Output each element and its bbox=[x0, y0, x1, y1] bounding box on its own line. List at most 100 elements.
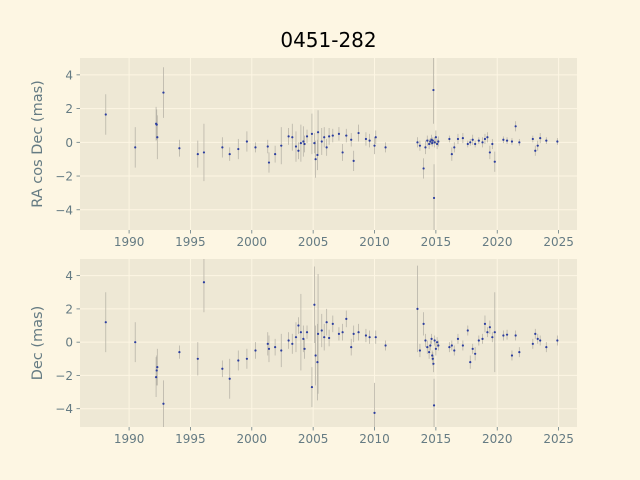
ra-data-point bbox=[305, 135, 309, 138]
dec-x-tick-label: 2010 bbox=[359, 432, 390, 446]
dec-x-tick-label: 1990 bbox=[114, 432, 145, 446]
dec-data-point bbox=[237, 359, 240, 362]
ra-data-point bbox=[297, 149, 300, 152]
ra-data-point bbox=[316, 153, 319, 157]
dec-data-point bbox=[450, 344, 453, 347]
dec-data-point bbox=[556, 339, 559, 342]
ra-data-point bbox=[314, 158, 317, 161]
ra-data-point bbox=[493, 160, 496, 163]
ra-data-point bbox=[428, 142, 431, 146]
dec-data-point bbox=[178, 351, 181, 354]
dec-data-point bbox=[437, 344, 440, 347]
ra-data-point bbox=[341, 151, 344, 154]
dec-data-point bbox=[287, 339, 290, 342]
dec-data-point bbox=[155, 369, 158, 372]
ra-x-tick-label: 1990 bbox=[114, 235, 145, 249]
ra-data-point bbox=[539, 136, 542, 140]
ra-data-point bbox=[345, 134, 348, 137]
dec-data-point bbox=[310, 385, 314, 389]
dec-y-tick-label: −2 bbox=[55, 369, 73, 383]
dec-x-tick-label: 1995 bbox=[175, 432, 206, 446]
ra-data-point bbox=[510, 140, 514, 143]
ra-data-point bbox=[429, 140, 432, 143]
ra-data-point bbox=[456, 137, 460, 141]
ra-data-point bbox=[202, 151, 206, 154]
dec-data-point bbox=[483, 322, 487, 325]
dec-data-point bbox=[531, 342, 534, 345]
dec-data-point bbox=[514, 334, 517, 337]
dec-data-point bbox=[436, 341, 439, 344]
ra-x-tick-label: 2010 bbox=[359, 235, 390, 249]
dec-data-point bbox=[416, 307, 419, 311]
dec-data-point bbox=[337, 332, 341, 335]
ra-data-point bbox=[337, 132, 341, 135]
dec-data-point bbox=[352, 332, 355, 335]
ra-data-point bbox=[303, 142, 306, 146]
ra-data-point bbox=[254, 146, 257, 149]
ra-data-point bbox=[364, 137, 368, 141]
ra-data-point bbox=[481, 141, 484, 144]
ra-data-point bbox=[433, 141, 436, 144]
dec-data-point bbox=[196, 357, 199, 360]
ra-data-point bbox=[466, 142, 469, 146]
dec-data-point bbox=[384, 344, 387, 347]
dec-x-tick-label: 2025 bbox=[543, 432, 574, 446]
dec-data-point bbox=[510, 354, 514, 357]
ra-data-point bbox=[434, 136, 437, 139]
dec-data-point bbox=[502, 334, 505, 337]
dec-y-axis-label: Dec (mas) bbox=[30, 306, 46, 381]
dec-data-point bbox=[431, 354, 434, 357]
ra-data-point bbox=[469, 141, 472, 144]
chart-title: 0451-282 bbox=[280, 28, 377, 52]
dec-data-point bbox=[291, 342, 294, 345]
dec-data-point bbox=[316, 332, 320, 335]
dec-data-point bbox=[518, 351, 521, 354]
dec-data-point bbox=[323, 336, 326, 339]
dec-panel: 1990 1995 2000 2005 2010 2015 2020 2025 −4 −2 0 2 4 D… bbox=[30, 259, 577, 446]
ra-y-tick-label: 4 bbox=[65, 68, 73, 82]
dec-y-tick-label: −4 bbox=[55, 402, 73, 416]
ra-data-point bbox=[502, 138, 505, 141]
dec-data-point bbox=[316, 361, 319, 364]
dec-data-point bbox=[491, 336, 494, 339]
dec-data-point bbox=[545, 346, 548, 349]
dec-y-tick-label: 0 bbox=[65, 336, 73, 350]
ra-data-point bbox=[162, 91, 165, 94]
ra-data-point bbox=[556, 140, 559, 143]
dec-data-point bbox=[456, 337, 460, 340]
dec-data-point bbox=[228, 377, 231, 380]
ra-panel: 1990 1995 2000 2005 2010 2015 2020 2025 −4 −2 0 2 4 R… bbox=[30, 58, 577, 249]
ra-data-point bbox=[474, 142, 477, 146]
ra-data-point bbox=[518, 141, 521, 144]
ra-data-point bbox=[486, 136, 489, 139]
ra-data-point bbox=[221, 146, 224, 149]
dec-data-point bbox=[345, 317, 348, 320]
dec-data-point bbox=[294, 336, 298, 339]
ra-data-point bbox=[461, 136, 464, 140]
dec-data-point bbox=[471, 347, 474, 350]
ra-data-point bbox=[384, 146, 387, 149]
ra-data-point bbox=[328, 135, 331, 138]
dec-data-point bbox=[357, 331, 360, 334]
dec-data-point bbox=[156, 366, 159, 369]
dec-data-point bbox=[297, 324, 300, 327]
ra-data-point bbox=[545, 139, 548, 142]
ra-data-point bbox=[453, 146, 456, 149]
ra-data-point bbox=[350, 138, 353, 141]
dec-data-point bbox=[328, 336, 331, 340]
ra-x-tick-label: 2015 bbox=[421, 235, 452, 249]
ra-data-point bbox=[514, 125, 517, 128]
dec-data-point bbox=[474, 352, 477, 355]
dec-data-point bbox=[432, 362, 435, 365]
ra-data-point bbox=[357, 131, 360, 135]
ra-data-point bbox=[274, 153, 277, 156]
dec-data-point bbox=[453, 349, 456, 352]
ra-x-tick-label: 2020 bbox=[482, 235, 513, 249]
ra-data-point bbox=[483, 137, 487, 141]
dec-data-point bbox=[280, 349, 283, 352]
ra-data-point bbox=[471, 138, 474, 141]
ra-data-point bbox=[155, 123, 158, 126]
ra-data-point bbox=[302, 140, 305, 143]
ra-y-tick-label: 2 bbox=[65, 102, 73, 116]
